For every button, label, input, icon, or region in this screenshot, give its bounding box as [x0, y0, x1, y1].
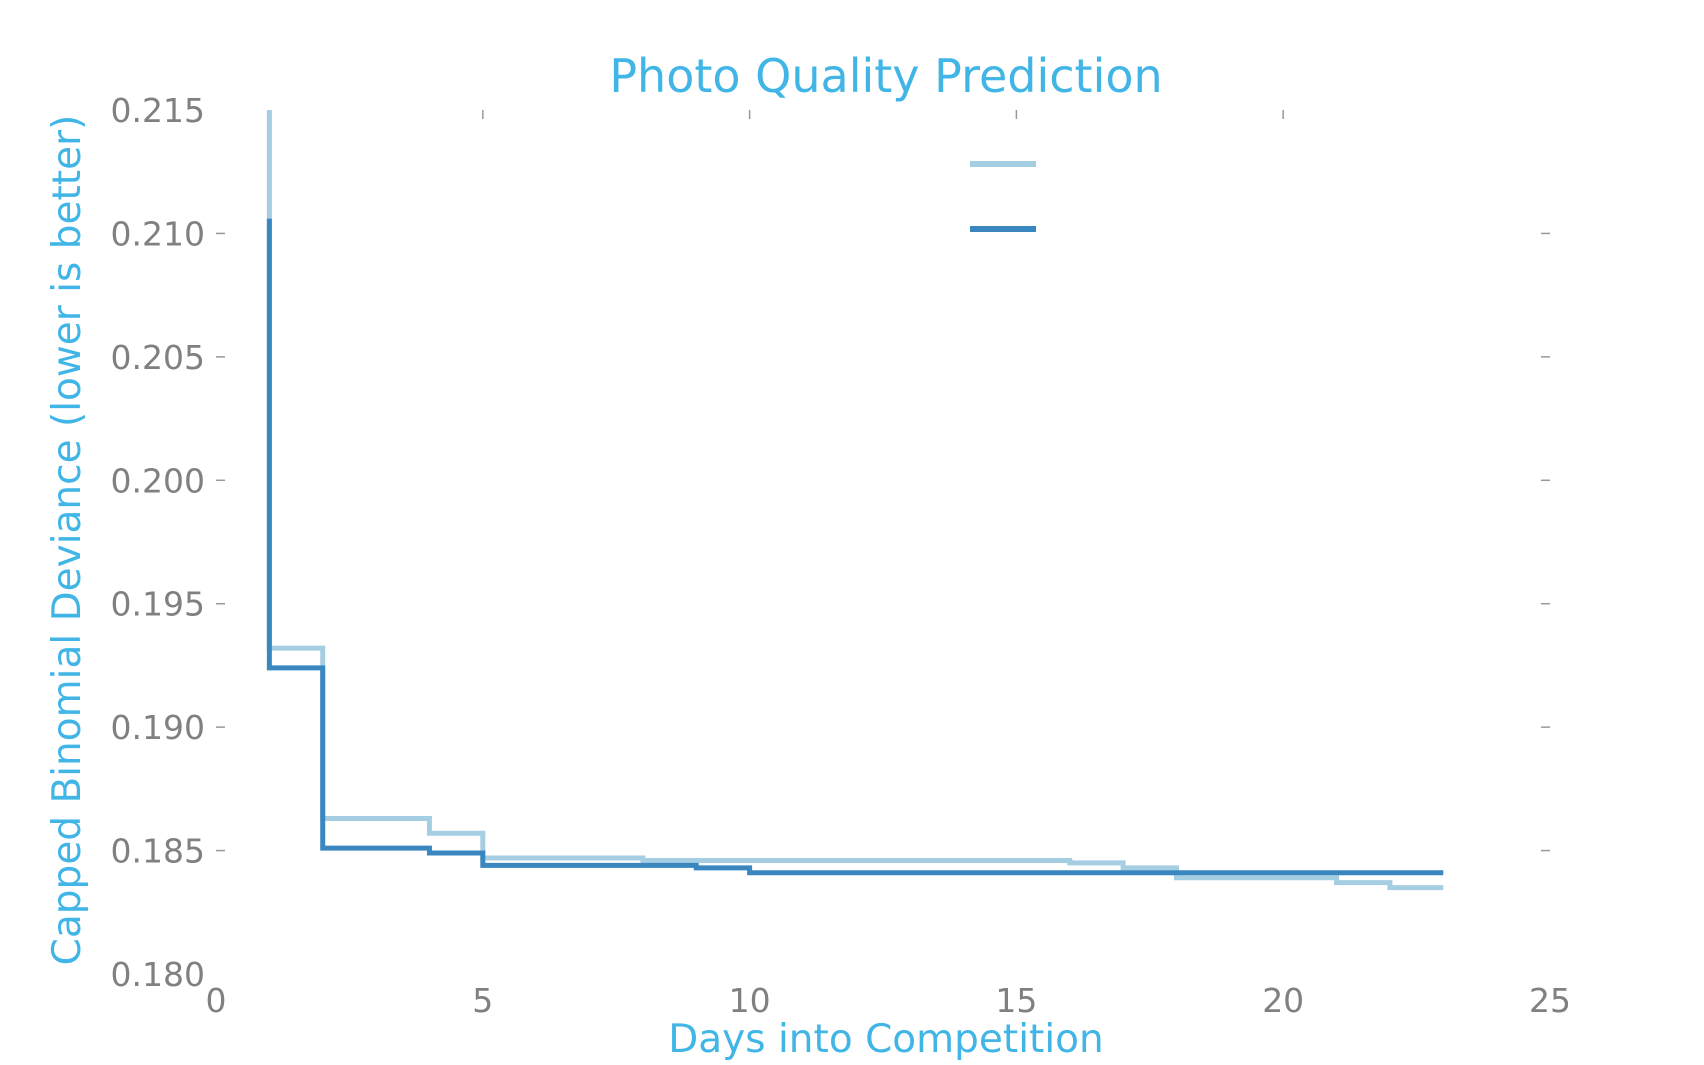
- x-axis-title: Days into Competition: [668, 1017, 1104, 1062]
- x-tick-label: 15: [995, 981, 1037, 1020]
- x-tick-label: 20: [1262, 981, 1304, 1020]
- x-tick-label: 5: [472, 981, 493, 1020]
- y-tick-label: 0.190: [111, 708, 205, 747]
- y-axis-title: Capped Binomial Deviance (lower is bette…: [45, 115, 90, 966]
- series-line-2: [266, 218, 1444, 876]
- y-tick-label: 0.205: [111, 338, 205, 377]
- series-line-1: [266, 110, 1444, 891]
- x-tick-label: 0: [206, 981, 227, 1020]
- x-tick-label: 10: [729, 981, 771, 1020]
- legend: [970, 161, 1036, 232]
- x-tick-label: 25: [1529, 981, 1571, 1020]
- axis-ticks: 0 5 10 15 20 25 0.180 0.185 0.190 0.195 0.200 0.205…: [111, 91, 1571, 1020]
- y-tick-label: 0.210: [111, 214, 205, 253]
- chart-title: Photo Quality Prediction: [609, 49, 1162, 103]
- y-tick-label: 0.215: [111, 91, 205, 130]
- y-tick-label: 0.180: [111, 955, 205, 994]
- plot-area: [266, 110, 1444, 891]
- y-tick-label: 0.185: [111, 832, 205, 871]
- y-tick-label: 0.200: [111, 461, 205, 500]
- y-tick-label: 0.195: [111, 585, 205, 624]
